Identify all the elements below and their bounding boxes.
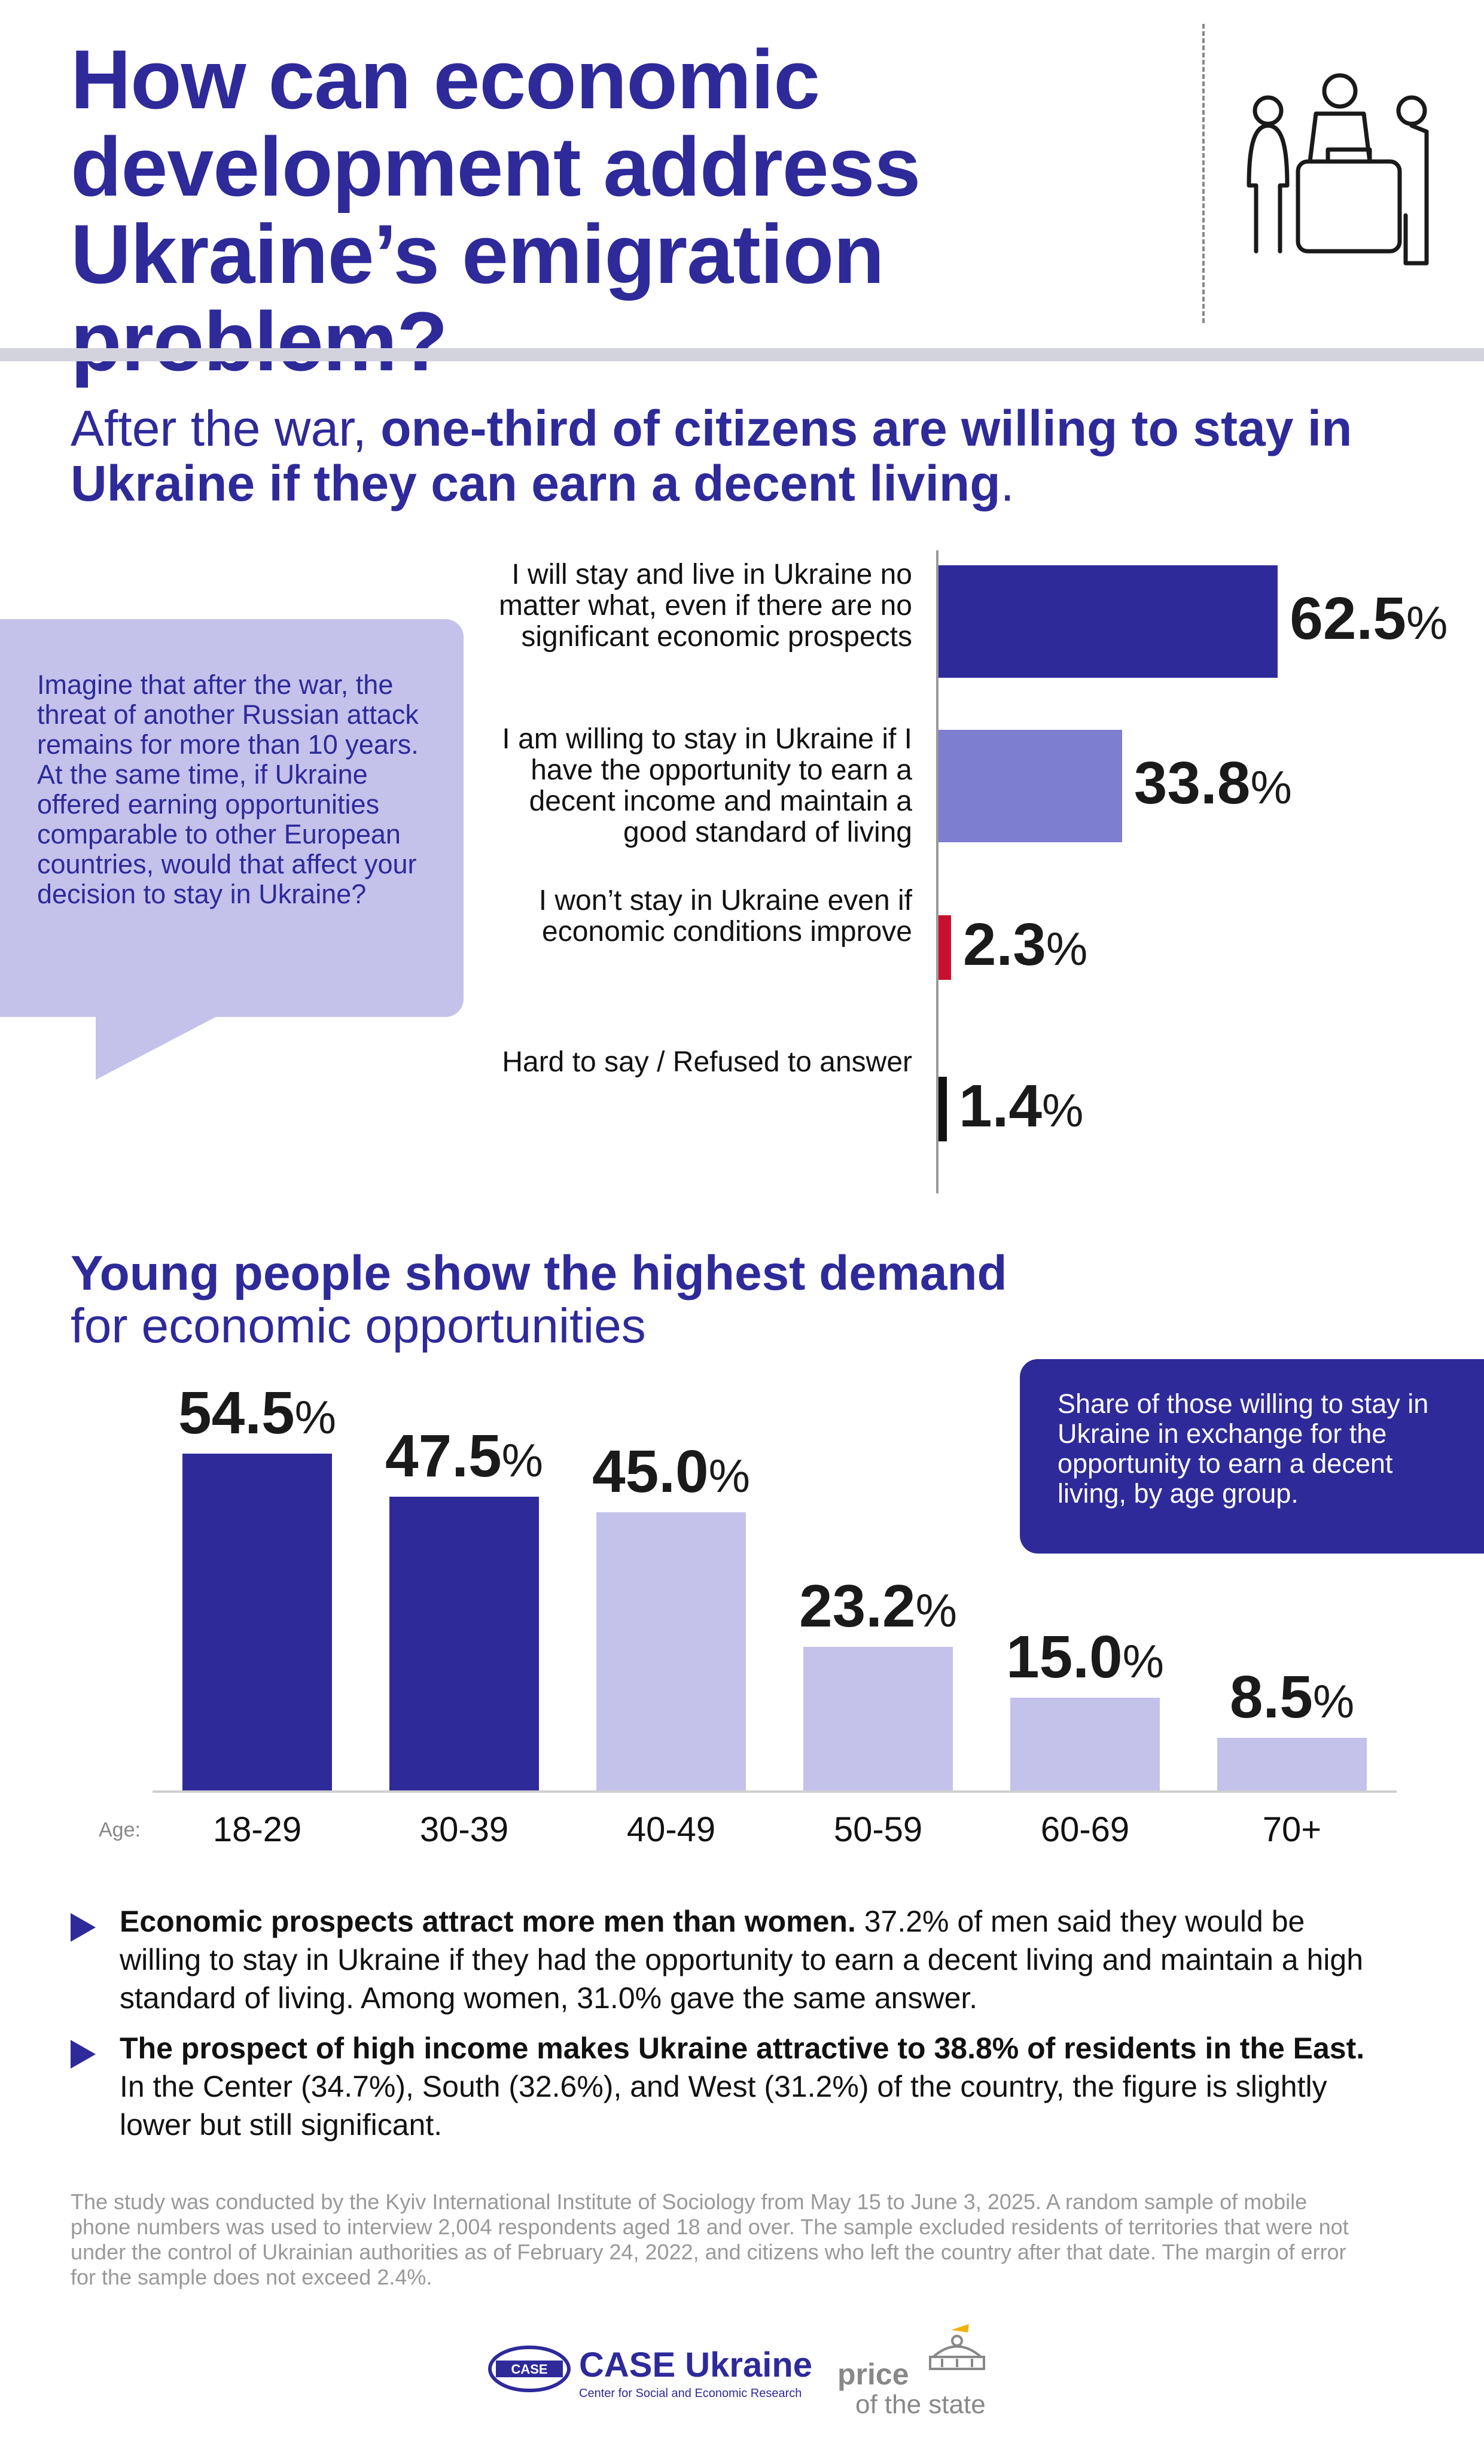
pos-logo-line1: price xyxy=(837,2358,909,2391)
hbar-category-label: I won’t stay in Ukraine even if economic… xyxy=(538,885,912,948)
age-axis-caption: Age: xyxy=(99,1819,141,1841)
question-bubble-tail xyxy=(96,1011,227,1080)
vbar-value-label: 8.5% xyxy=(1199,1663,1385,1732)
hbar xyxy=(938,730,1122,842)
hbar-category-label: Hard to say / Refused to answer xyxy=(502,1046,912,1078)
age-chart-note-box xyxy=(1020,1359,1484,1554)
vbar-value-label: 54.5% xyxy=(164,1379,350,1448)
vbar-value-unit: % xyxy=(708,1449,750,1502)
vbar-value-label: 15.0% xyxy=(992,1623,1178,1692)
people-with-suitcase-icon xyxy=(1247,73,1429,266)
age-tick-label: 18-29 xyxy=(212,1810,302,1849)
vbar-value-unit: % xyxy=(294,1390,336,1443)
hbar-value-number: 2.3 xyxy=(962,911,1046,978)
vbar xyxy=(182,1453,332,1790)
vbar-value-number: 45.0 xyxy=(592,1438,709,1505)
vbar-value-label: 23.2% xyxy=(785,1572,971,1641)
age-tick-label: 30-39 xyxy=(419,1810,509,1849)
age-tick-label: 70+ xyxy=(1262,1810,1322,1849)
case-ukraine-logo: CASE xyxy=(488,2346,571,2392)
vbar-value-number: 47.5 xyxy=(385,1423,502,1490)
hbar xyxy=(938,915,951,980)
hbar xyxy=(938,565,1278,678)
vbar xyxy=(803,1647,953,1790)
vbar xyxy=(596,1512,746,1790)
methodology-footnote: The study was conducted by the Kyiv Inte… xyxy=(71,2189,1349,2289)
vbar xyxy=(1010,1698,1160,1790)
vbar-value-number: 15.0 xyxy=(1006,1624,1123,1691)
case-logo-name: CASE Ukraine xyxy=(579,2346,813,2384)
vchart-baseline xyxy=(153,1790,1397,1793)
hbar-category-label: I will stay and live in Ukraine no matte… xyxy=(498,559,912,653)
vbar-value-label: 47.5% xyxy=(371,1422,557,1491)
title-divider xyxy=(1202,24,1205,323)
vbar xyxy=(1217,1738,1367,1790)
hbar-value-number: 33.8 xyxy=(1133,750,1251,817)
hbar-value-unit: % xyxy=(1046,922,1088,975)
case-logo-subtitle: Center for Social and Economic Research xyxy=(579,2387,802,2400)
hbar-value-label: 1.4% xyxy=(959,1072,1083,1141)
case-logo-badge: CASE xyxy=(511,2362,547,2377)
section2-subtitle: Young people show the highest demand for … xyxy=(71,1246,1007,1353)
survey-question: Imagine that after the war, the threat o… xyxy=(37,669,419,909)
bullet-gender: Economic prospects attract more men than… xyxy=(120,1905,1364,2015)
bullet-triangle-icon xyxy=(71,2040,96,2069)
age-chart-note: Share of those willing to stay in Ukrain… xyxy=(1058,1388,1429,1509)
vbar-value-unit: % xyxy=(1122,1635,1164,1688)
hbar-value-unit: % xyxy=(1042,1084,1084,1137)
hbar-value-label: 2.3% xyxy=(963,910,1087,979)
pos-logo-line2: of the state xyxy=(855,2390,986,2419)
hchart-axis xyxy=(936,550,938,1193)
age-tick-label: 60-69 xyxy=(1040,1810,1130,1849)
vbar xyxy=(389,1497,539,1790)
hbar-category-label: I am willing to stay in Ukraine if I hav… xyxy=(502,723,912,848)
hbar-value-label: 62.5% xyxy=(1290,584,1448,653)
section1-subtitle: After the war, one-third of citizens are… xyxy=(71,400,1352,511)
hbar-value-number: 1.4 xyxy=(959,1073,1043,1140)
question-bubble xyxy=(0,619,464,1017)
price-of-the-state-logo xyxy=(929,2324,985,2370)
vbar-value-number: 8.5 xyxy=(1229,1664,1313,1731)
page-title: How can economic development address Ukr… xyxy=(71,32,921,388)
hbar-value-label: 33.8% xyxy=(1134,749,1292,818)
vbar-value-number: 23.2 xyxy=(799,1573,916,1640)
vbar-value-unit: % xyxy=(501,1434,543,1487)
vbar-value-label: 45.0% xyxy=(578,1437,764,1506)
age-tick-label: 40-49 xyxy=(626,1810,716,1849)
bullet-region: The prospect of high income makes Ukrain… xyxy=(120,2031,1365,2142)
age-tick-label: 50-59 xyxy=(833,1810,923,1849)
vbar-value-number: 54.5 xyxy=(178,1379,295,1446)
hbar xyxy=(938,1077,947,1141)
header-divider xyxy=(0,348,1484,361)
vbar-value-unit: % xyxy=(915,1584,957,1637)
hbar-value-unit: % xyxy=(1406,596,1448,649)
bullet-triangle-icon xyxy=(71,1913,96,1942)
hbar-value-unit: % xyxy=(1250,761,1292,814)
hbar-value-number: 62.5 xyxy=(1290,585,1406,652)
vbar-value-unit: % xyxy=(1312,1675,1355,1728)
